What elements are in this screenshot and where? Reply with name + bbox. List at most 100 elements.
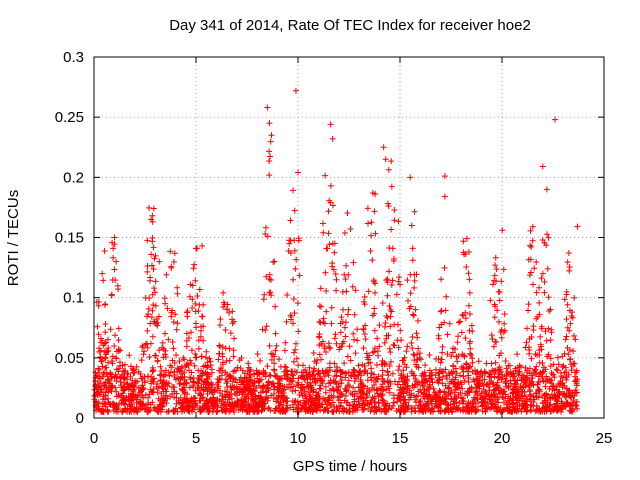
data-point bbox=[216, 322, 223, 329]
data-point bbox=[333, 287, 340, 294]
data-point bbox=[572, 373, 579, 380]
data-point bbox=[532, 390, 539, 397]
data-point bbox=[361, 369, 368, 376]
data-point bbox=[540, 364, 547, 371]
data-point bbox=[509, 400, 516, 407]
data-point bbox=[142, 341, 149, 348]
data-point bbox=[118, 384, 125, 391]
data-point bbox=[470, 406, 477, 413]
data-point bbox=[95, 302, 102, 309]
data-point bbox=[113, 258, 120, 265]
data-point bbox=[345, 377, 352, 384]
data-point bbox=[548, 377, 555, 384]
data-point bbox=[443, 293, 450, 300]
data-point bbox=[387, 323, 394, 330]
data-point bbox=[326, 241, 333, 248]
data-point bbox=[261, 405, 268, 412]
data-point bbox=[253, 398, 260, 405]
data-point bbox=[184, 391, 191, 398]
data-point bbox=[267, 276, 274, 283]
data-point bbox=[412, 375, 419, 382]
data-point bbox=[113, 348, 120, 355]
data-point bbox=[165, 380, 172, 387]
data-point bbox=[233, 385, 240, 392]
data-point bbox=[231, 402, 238, 409]
data-point bbox=[138, 405, 145, 412]
data-point bbox=[468, 322, 475, 329]
data-point bbox=[404, 382, 411, 389]
data-point bbox=[529, 375, 536, 382]
data-point bbox=[333, 387, 340, 394]
data-point bbox=[543, 408, 550, 415]
data-point bbox=[382, 156, 389, 163]
data-point bbox=[401, 407, 408, 414]
data-point bbox=[403, 348, 410, 355]
data-point bbox=[387, 358, 394, 365]
data-point bbox=[319, 220, 326, 227]
data-point bbox=[426, 367, 433, 374]
data-point bbox=[388, 183, 395, 190]
data-point bbox=[230, 318, 237, 325]
data-point bbox=[536, 284, 543, 291]
data-point bbox=[208, 369, 215, 376]
data-point bbox=[101, 247, 108, 254]
data-point bbox=[342, 386, 349, 393]
data-point bbox=[221, 301, 228, 308]
data-point bbox=[237, 365, 244, 372]
data-point bbox=[344, 382, 351, 389]
data-point bbox=[430, 393, 437, 400]
data-point bbox=[92, 369, 99, 376]
data-point bbox=[360, 391, 367, 398]
data-point bbox=[371, 348, 378, 355]
data-point bbox=[197, 333, 204, 340]
data-point bbox=[543, 373, 550, 380]
data-point bbox=[226, 396, 233, 403]
data-point bbox=[435, 377, 442, 384]
data-point bbox=[572, 402, 579, 409]
data-point bbox=[362, 336, 369, 343]
data-point bbox=[345, 306, 352, 313]
data-point bbox=[493, 382, 500, 389]
data-point bbox=[271, 372, 278, 379]
data-point bbox=[352, 287, 359, 294]
data-point bbox=[161, 371, 168, 378]
data-point bbox=[350, 368, 357, 375]
data-point bbox=[199, 313, 206, 320]
data-point bbox=[494, 394, 501, 401]
data-point bbox=[115, 325, 122, 332]
data-point bbox=[202, 362, 209, 369]
data-point bbox=[174, 365, 181, 372]
data-point bbox=[371, 208, 378, 215]
data-point bbox=[327, 121, 334, 128]
data-point bbox=[472, 388, 479, 395]
data-point bbox=[156, 258, 163, 265]
y-tick-label: 0.15 bbox=[55, 230, 84, 247]
data-point bbox=[355, 362, 362, 369]
data-point bbox=[291, 237, 298, 244]
data-point bbox=[287, 316, 294, 323]
data-point bbox=[251, 370, 258, 377]
data-point bbox=[233, 379, 240, 386]
data-point bbox=[375, 399, 382, 406]
data-point bbox=[330, 408, 337, 415]
data-point bbox=[162, 300, 169, 307]
data-point bbox=[456, 399, 463, 406]
data-point bbox=[374, 335, 381, 342]
data-point bbox=[365, 288, 372, 295]
data-point bbox=[334, 388, 341, 395]
data-point bbox=[103, 385, 110, 392]
data-point bbox=[519, 401, 526, 408]
data-point bbox=[538, 325, 545, 332]
data-point bbox=[526, 377, 533, 384]
data-point bbox=[170, 318, 177, 325]
data-point bbox=[368, 219, 375, 226]
data-point bbox=[192, 399, 199, 406]
data-point bbox=[331, 249, 338, 256]
data-point bbox=[400, 376, 407, 383]
data-point bbox=[570, 348, 577, 355]
data-point bbox=[181, 356, 188, 363]
data-point bbox=[104, 373, 111, 380]
data-point bbox=[568, 313, 575, 320]
data-point bbox=[93, 383, 100, 390]
